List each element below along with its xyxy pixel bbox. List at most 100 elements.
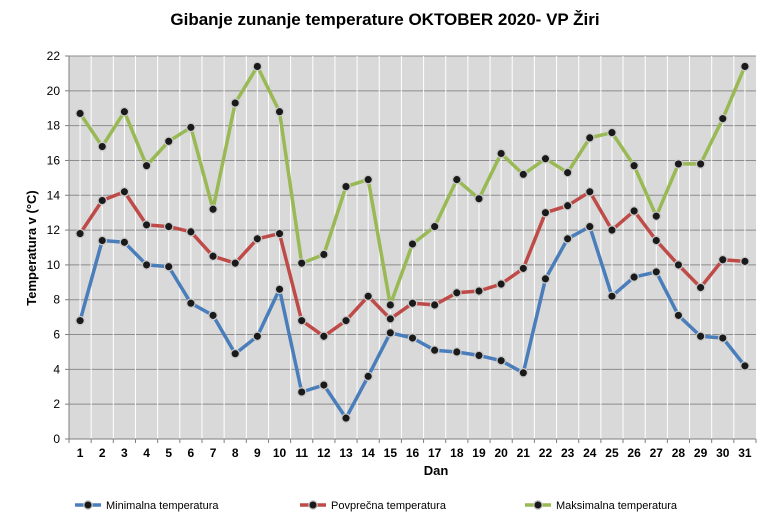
- data-point: [407, 239, 418, 249]
- data-point: [629, 206, 639, 216]
- y-tick-label: 22: [47, 49, 61, 63]
- legend-layer: Minimalna temperatura Povprečna temperatu…: [75, 500, 678, 512]
- data-point: [673, 260, 684, 270]
- legend-label: Maksimalna temperatura: [556, 500, 678, 512]
- data-point: [717, 113, 728, 124]
- data-point: [75, 108, 85, 119]
- x-tick-label: 21: [517, 446, 531, 460]
- x-tick-label: 20: [494, 446, 508, 460]
- data-point: [296, 387, 307, 397]
- x-tick-label: 13: [339, 446, 353, 460]
- data-point: [97, 141, 108, 152]
- x-tick-label: 6: [188, 446, 195, 460]
- x-tick-label: 18: [450, 446, 464, 460]
- chart-title: Gibanje zunanje temperature OKTOBER 2020…: [170, 10, 600, 29]
- data-point: [385, 300, 396, 310]
- data-point: [651, 211, 662, 222]
- x-tick-label: 11: [295, 446, 308, 460]
- series-layer: [75, 61, 750, 423]
- y-tick-label: 20: [47, 84, 61, 98]
- x-tick-label: 8: [232, 446, 239, 460]
- legend-marker: [533, 500, 543, 510]
- x-tick-label: 3: [121, 446, 128, 460]
- data-point: [296, 315, 307, 326]
- data-point: [319, 380, 329, 390]
- series-3: [75, 61, 750, 310]
- data-point: [163, 261, 174, 272]
- data-point: [407, 333, 418, 343]
- legend-label: Minimalna temperatura: [106, 500, 219, 512]
- x-tick-label: 10: [273, 446, 287, 460]
- y-tick-label: 2: [53, 397, 60, 411]
- data-point: [363, 174, 374, 185]
- x-axis-title: Dan: [424, 463, 449, 478]
- data-point: [740, 361, 750, 371]
- data-point: [496, 148, 506, 159]
- data-point: [141, 220, 152, 230]
- data-point: [363, 291, 374, 302]
- data-point: [319, 249, 329, 260]
- x-tick-label: 17: [428, 446, 442, 460]
- data-point: [274, 228, 285, 239]
- data-point: [429, 300, 440, 310]
- data-point: [119, 237, 130, 248]
- data-point: [208, 310, 218, 321]
- data-point: [230, 98, 241, 108]
- data-point: [141, 160, 152, 171]
- x-tick-label: 12: [317, 446, 331, 460]
- data-point: [363, 371, 374, 382]
- data-point: [341, 315, 351, 326]
- x-tick-label: 28: [672, 446, 686, 460]
- legend-label: Povprečna temperatura: [331, 500, 447, 512]
- data-point: [186, 122, 196, 133]
- x-tick-label: 19: [472, 446, 486, 460]
- data-point: [75, 228, 85, 239]
- data-point: [296, 258, 307, 269]
- data-point: [673, 310, 684, 321]
- data-point: [496, 279, 506, 289]
- legend-item: Povprečna temperatura: [300, 500, 447, 512]
- x-tick-label: 27: [650, 446, 664, 460]
- data-point: [651, 267, 662, 277]
- data-point: [540, 207, 551, 218]
- x-tick-label: 15: [384, 446, 398, 460]
- legend-item: Minimalna temperatura: [75, 500, 219, 512]
- data-point: [740, 61, 750, 72]
- data-point: [97, 235, 108, 246]
- data-point: [119, 106, 130, 117]
- data-point: [540, 153, 551, 164]
- legend-marker: [308, 500, 318, 510]
- data-point: [651, 235, 662, 246]
- data-point: [407, 298, 418, 309]
- data-point: [141, 260, 152, 270]
- data-point: [562, 233, 573, 244]
- data-point: [695, 331, 706, 342]
- data-point: [562, 167, 573, 178]
- data-point: [584, 186, 595, 197]
- data-point: [518, 263, 529, 274]
- data-point: [607, 127, 617, 138]
- data-point: [252, 233, 263, 244]
- x-tick-label: 16: [406, 446, 420, 460]
- x-tick-label: 25: [605, 446, 619, 460]
- x-tick-label: 22: [539, 446, 553, 460]
- data-point: [186, 298, 196, 309]
- legend-marker: [83, 500, 93, 510]
- data-point: [163, 221, 174, 232]
- y-tick-label: 16: [47, 153, 61, 167]
- data-point: [451, 174, 462, 185]
- data-point: [429, 345, 440, 356]
- data-point: [75, 315, 85, 326]
- data-point: [695, 159, 706, 169]
- x-tick-label: 4: [143, 446, 150, 460]
- legend-item: Maksimalna temperatura: [525, 500, 678, 512]
- data-point: [451, 347, 462, 357]
- data-point: [230, 348, 241, 359]
- x-tick-label: 14: [361, 446, 375, 460]
- data-point: [230, 258, 241, 269]
- x-tick-label: 30: [716, 446, 730, 460]
- x-tick-label: 29: [694, 446, 708, 460]
- data-point: [717, 333, 728, 343]
- series-2: [75, 186, 750, 342]
